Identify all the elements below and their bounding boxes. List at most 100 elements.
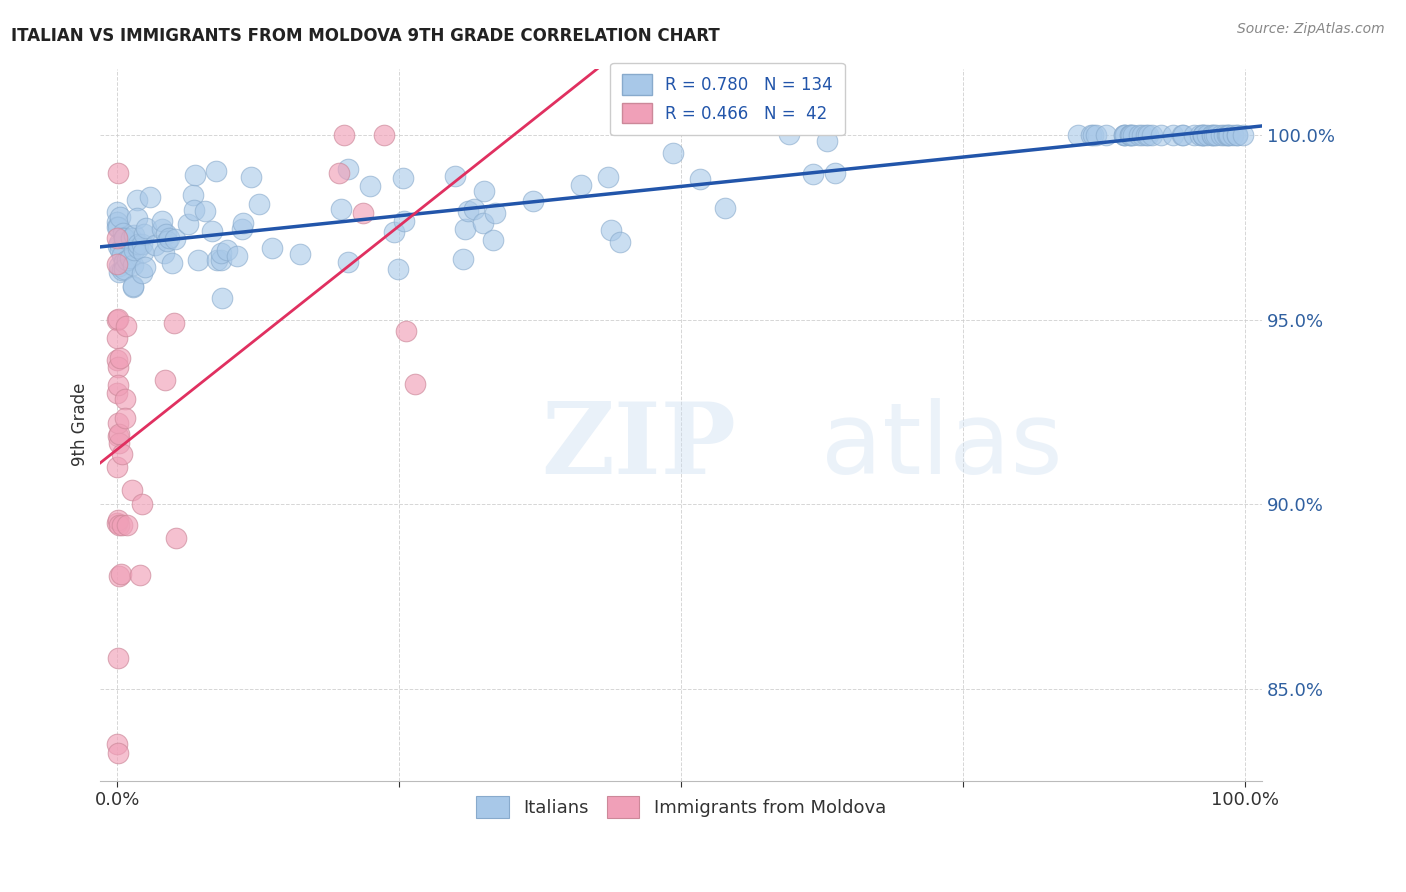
Point bbox=[131, 266, 153, 280]
Point bbox=[1226, 128, 1249, 142]
Point bbox=[824, 166, 846, 180]
Point bbox=[599, 223, 621, 237]
Point bbox=[1122, 128, 1144, 142]
Point bbox=[134, 260, 156, 275]
Point bbox=[107, 427, 129, 442]
Point bbox=[105, 215, 128, 229]
Point bbox=[1197, 128, 1219, 142]
Point bbox=[107, 220, 129, 235]
Point bbox=[1171, 128, 1194, 142]
Point bbox=[107, 435, 129, 450]
Point bbox=[1112, 128, 1135, 142]
Point bbox=[163, 316, 186, 330]
Point bbox=[457, 204, 479, 219]
Point bbox=[118, 252, 141, 266]
Point bbox=[132, 227, 155, 241]
Point bbox=[200, 224, 222, 238]
Point bbox=[127, 211, 149, 226]
Point bbox=[105, 460, 128, 475]
Point bbox=[382, 226, 405, 240]
Point bbox=[128, 568, 150, 582]
Point bbox=[108, 351, 131, 365]
Point bbox=[1202, 128, 1225, 142]
Point bbox=[155, 227, 177, 242]
Point bbox=[1114, 128, 1136, 142]
Point bbox=[132, 244, 155, 259]
Point bbox=[1112, 128, 1135, 142]
Point bbox=[150, 214, 173, 228]
Point bbox=[661, 146, 683, 161]
Point bbox=[135, 220, 157, 235]
Point bbox=[1084, 128, 1107, 142]
Point bbox=[1066, 128, 1088, 142]
Point bbox=[107, 360, 129, 375]
Point bbox=[444, 169, 467, 183]
Point bbox=[373, 128, 395, 142]
Point bbox=[120, 230, 142, 244]
Point bbox=[110, 243, 132, 257]
Point bbox=[105, 386, 128, 401]
Point bbox=[333, 128, 356, 142]
Point bbox=[1095, 128, 1118, 142]
Y-axis label: 9th Grade: 9th Grade bbox=[72, 383, 89, 467]
Point bbox=[107, 651, 129, 665]
Point bbox=[260, 241, 283, 255]
Point bbox=[108, 236, 131, 251]
Point bbox=[105, 516, 128, 530]
Point bbox=[211, 291, 233, 305]
Point bbox=[181, 188, 204, 202]
Point bbox=[451, 252, 474, 266]
Point bbox=[1209, 128, 1232, 142]
Point bbox=[139, 190, 162, 204]
Point bbox=[484, 206, 506, 220]
Point bbox=[111, 262, 134, 277]
Point bbox=[394, 214, 416, 228]
Point bbox=[105, 257, 128, 271]
Point bbox=[176, 217, 198, 231]
Point bbox=[125, 193, 148, 207]
Point bbox=[1222, 128, 1244, 142]
Point bbox=[150, 222, 173, 236]
Point bbox=[105, 204, 128, 219]
Point bbox=[131, 236, 153, 251]
Point bbox=[107, 513, 129, 527]
Point bbox=[1137, 128, 1160, 142]
Point bbox=[1213, 128, 1236, 142]
Point bbox=[193, 204, 215, 219]
Text: ITALIAN VS IMMIGRANTS FROM MOLDOVA 9TH GRADE CORRELATION CHART: ITALIAN VS IMMIGRANTS FROM MOLDOVA 9TH G… bbox=[11, 27, 720, 45]
Point bbox=[1218, 128, 1240, 142]
Point bbox=[121, 483, 143, 497]
Point bbox=[1189, 128, 1212, 142]
Point bbox=[111, 248, 134, 262]
Point bbox=[105, 312, 128, 326]
Point bbox=[329, 202, 352, 217]
Point bbox=[609, 235, 631, 249]
Point bbox=[112, 262, 135, 277]
Point bbox=[463, 202, 485, 217]
Point bbox=[153, 373, 176, 387]
Point bbox=[163, 232, 186, 246]
Point bbox=[1119, 128, 1142, 142]
Point bbox=[1150, 128, 1173, 142]
Point bbox=[239, 170, 262, 185]
Point bbox=[1201, 128, 1223, 142]
Point bbox=[114, 392, 136, 406]
Point bbox=[1140, 128, 1163, 142]
Point bbox=[107, 416, 129, 430]
Point bbox=[1192, 128, 1215, 142]
Point bbox=[247, 196, 270, 211]
Point bbox=[1080, 128, 1102, 142]
Point bbox=[1191, 128, 1213, 142]
Point bbox=[1216, 128, 1239, 142]
Point bbox=[162, 256, 184, 270]
Point bbox=[183, 202, 205, 217]
Point bbox=[108, 518, 131, 533]
Point bbox=[165, 532, 187, 546]
Point bbox=[1130, 128, 1153, 142]
Point bbox=[231, 222, 253, 236]
Point bbox=[209, 246, 232, 260]
Legend: Italians, Immigrants from Moldova: Italians, Immigrants from Moldova bbox=[470, 789, 893, 825]
Point bbox=[1205, 128, 1227, 142]
Point bbox=[122, 280, 145, 294]
Point bbox=[153, 246, 176, 260]
